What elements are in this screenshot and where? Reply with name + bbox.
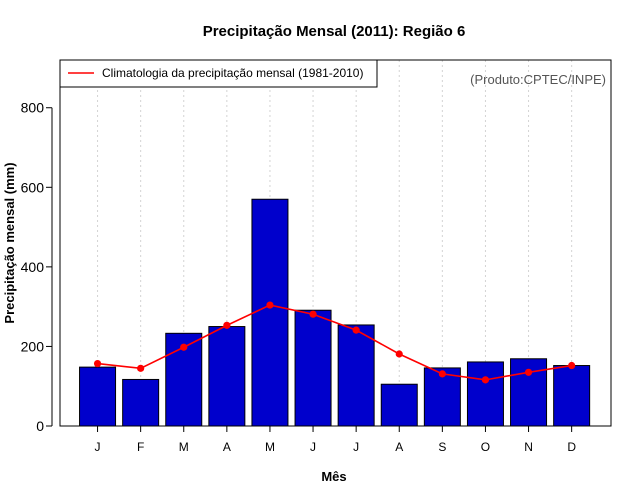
x-tick-label: J [95,440,101,454]
climatology-point-6 [309,310,317,318]
x-tick-label: J [353,440,359,454]
x-tick-label: M [179,440,189,454]
bar-7 [337,324,375,427]
bar-5 [251,198,289,427]
x-axis-title: Mês [321,469,346,484]
climatology-series [93,301,576,384]
climatology-line [97,304,572,381]
climatology-point-12 [568,361,576,370]
climatology-point-5 [266,301,274,309]
bar-6 [294,309,332,427]
bar-1 [79,366,117,427]
y-tick-label: 800 [21,100,45,116]
bar-8 [380,383,418,427]
legend-label: Climatologia da precipitação mensal (198… [102,66,363,80]
legend-box [59,59,378,88]
x-tick-label: F [137,440,144,454]
bar-10 [466,361,504,427]
climatology-point-3 [180,343,188,351]
climatology-point-4 [223,321,231,329]
bar-2 [122,378,160,427]
x-tick-label: N [524,440,533,454]
bar-series [79,198,591,427]
y-axis: 0 200 400 600 800 [21,100,53,434]
climatology-point-1 [93,359,102,368]
x-tick-label: S [438,440,446,454]
y-tick-label: 600 [21,179,45,195]
legend: Climatologia da precipitação mensal (198… [59,59,378,88]
y-tick-label: 200 [21,338,45,354]
y-axis-title: Precipitação mensal (mm) [2,162,17,323]
credit-annotation: (Produto:CPTEC/INPE) [470,72,606,87]
x-tick-label: A [223,440,231,454]
x-tick-label: J [310,440,316,454]
x-tick-label: M [265,440,275,454]
x-tick-label: A [395,440,403,454]
climatology-point-10 [481,376,490,384]
y-tick-label: 0 [36,418,44,434]
x-tick-label: D [567,440,576,454]
chart-title: Precipitação Mensal (2011): Região 6 [203,23,466,40]
climatology-point-2 [137,364,145,372]
climatology-point-7 [352,326,360,334]
x-tick-label: O [481,440,490,454]
y-tick-label: 400 [21,259,45,275]
climatology-point-11 [524,368,533,376]
climatology-point-9 [438,370,446,378]
bar-12 [553,365,591,427]
climatology-point-8 [395,350,403,358]
bar-4 [208,326,246,427]
